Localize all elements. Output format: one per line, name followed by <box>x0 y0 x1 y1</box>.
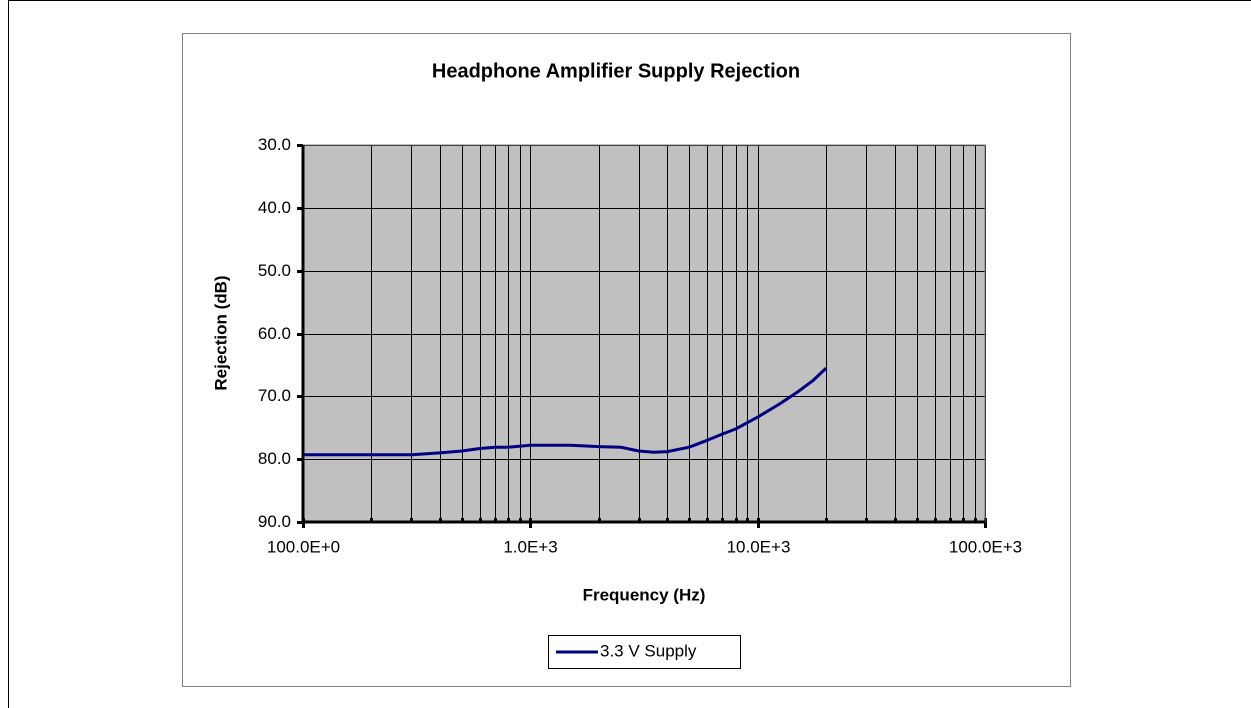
y-tick-label: 30.0 <box>258 135 291 154</box>
y-tick-label: 80.0 <box>258 449 291 468</box>
x-tick-label: 10.0E+3 <box>727 537 791 556</box>
y-tick-label: 60.0 <box>258 324 291 343</box>
y-tick-label: 70.0 <box>258 386 291 405</box>
x-tick-label: 1.0E+3 <box>503 537 557 556</box>
plot-area <box>303 145 985 522</box>
data-line <box>303 367 828 457</box>
chart-title: Headphone Amplifier Supply Rejection <box>432 60 800 82</box>
x-tick-label: 100.0E+3 <box>949 537 1022 556</box>
y-axis-label: Rejection (dB) <box>211 275 230 390</box>
y-tick-label: 40.0 <box>258 198 291 217</box>
x-tick-label: 100.0E+0 <box>267 537 340 556</box>
x-axis-label: Frequency (Hz) <box>583 585 706 604</box>
legend-label: 3.3 V Supply <box>600 641 697 660</box>
y-tick-label: 90.0 <box>258 512 291 531</box>
y-tick-label: 50.0 <box>258 261 291 280</box>
